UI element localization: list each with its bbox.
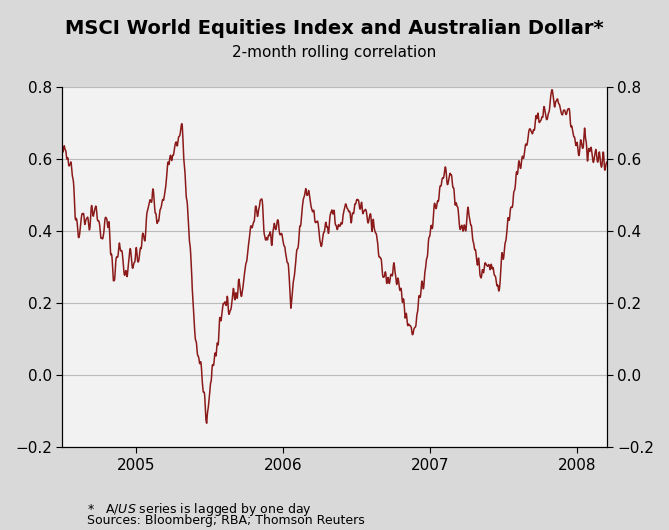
Text: Sources: Bloomberg; RBA; Thomson Reuters: Sources: Bloomberg; RBA; Thomson Reuters (87, 514, 365, 527)
Text: *   A$/US$ series is lagged by one day: * A$/US$ series is lagged by one day (87, 501, 312, 518)
Text: 2-month rolling correlation: 2-month rolling correlation (232, 45, 437, 60)
Text: MSCI World Equities Index and Australian Dollar*: MSCI World Equities Index and Australian… (65, 19, 604, 38)
